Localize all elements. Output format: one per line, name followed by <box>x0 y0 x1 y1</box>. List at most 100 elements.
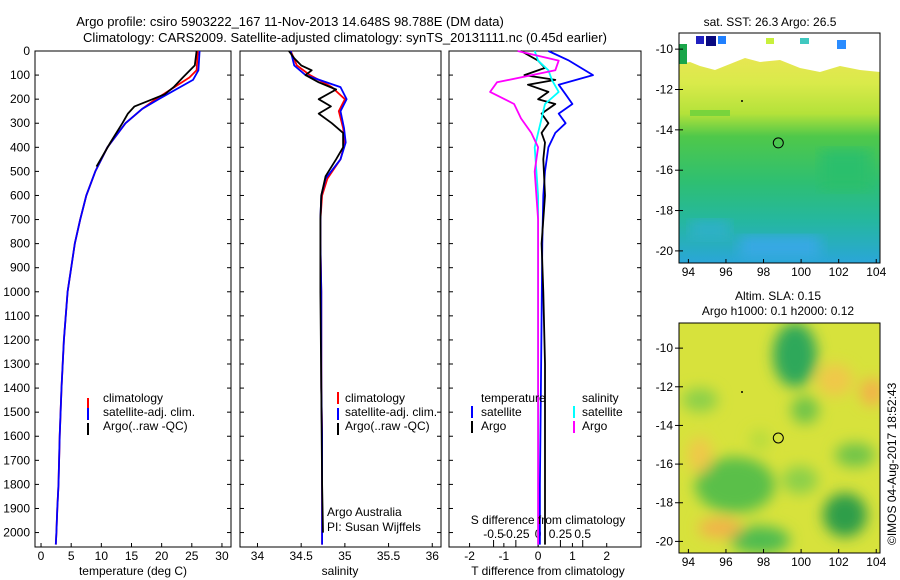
difference-panel: -2 -1 0 1 2-0.5-0.25 0 0.25 0.5 temperature sat… <box>448 50 642 578</box>
x-tick-label: 94 <box>682 265 696 279</box>
x-tick-label: 0 <box>38 549 45 563</box>
salinity-ticks: 34 34.5 35 35.5 36 <box>240 50 441 563</box>
temperature-ticks: 0100200300400500600700800900100011001200… <box>3 44 231 563</box>
legend-label-satellite: satellite-adj. clim. <box>103 405 195 419</box>
x-tick-label: 1 <box>569 549 576 563</box>
sla-map-image <box>679 323 880 553</box>
y-tick-label: -14 <box>656 123 674 137</box>
sla-map-ticks: 94 96 98 100 102 104 -10 -12 -14 -16 -18 -20 <box>656 341 887 569</box>
y-tick-label: 1500 <box>3 405 30 419</box>
x-tick-label: 104 <box>866 555 886 569</box>
x-tick-label: 34.5 <box>289 549 313 563</box>
y-tick-label: 100 <box>10 68 30 82</box>
sst-map-title: sat. SST: 26.3 Argo: 26.5 <box>704 15 837 29</box>
x-tick-label: 96 <box>719 555 733 569</box>
x-tick-label: 36 <box>426 549 440 563</box>
sla-map-title-1: Altim. SLA: 0.15 <box>735 289 821 303</box>
s-tick-label: 0.5 <box>574 527 591 541</box>
salinity-axes-frame <box>239 50 442 548</box>
y-tick-label: 600 <box>10 188 30 202</box>
x-tick-label: 98 <box>757 265 771 279</box>
y-tick-label: 400 <box>10 140 30 154</box>
difference-lines <box>489 50 594 545</box>
y-tick-label: 800 <box>10 237 30 251</box>
y-tick-label: -16 <box>656 457 674 471</box>
annotation-pi: PI: Susan Wijffels <box>327 520 421 534</box>
y-tick-label: 1900 <box>3 501 30 515</box>
imos-stamp: ©IMOS 04-Aug-2017 18:52:43 <box>885 382 899 545</box>
x-tick-label: 30 <box>215 549 229 563</box>
y-tick-label: 1000 <box>3 285 30 299</box>
sst-map-ticks: 94 96 98 100 102 104 -10 -12 -14 -16 -18 -20 <box>656 42 887 279</box>
y-tick-label: 200 <box>10 92 30 106</box>
difference-xlabel: T difference from climatology <box>471 564 625 578</box>
y-tick-label: 0 <box>23 44 30 58</box>
legend-title-salinity: salinity <box>582 391 619 405</box>
x-tick-label: 102 <box>829 265 849 279</box>
x-tick-label: 96 <box>719 265 733 279</box>
legend-label-argo: Argo(..raw -QC) <box>345 419 430 433</box>
annotation-argo-australia: Argo Australia <box>327 505 402 519</box>
argo-location-marker <box>772 432 784 444</box>
sla-map-title-2: Argo h1000: 0.1 h2000: 0.12 <box>702 304 854 318</box>
x-tick-label: 100 <box>791 265 811 279</box>
y-tick-label: 1100 <box>4 309 30 323</box>
y-tick-label: -12 <box>656 82 674 96</box>
x-tick-label: -2 <box>464 549 475 563</box>
salinity-legend: climatology satellite-adj. clim. Argo(..… <box>337 391 437 435</box>
y-tick-label: -16 <box>656 163 674 177</box>
header-line-1: Argo profile: csiro 5903222_167 11-Nov-2… <box>76 14 504 29</box>
header-line-2: Climatology: CARS2009. Satellite-adjuste… <box>83 30 607 45</box>
sla-map-panel: Altim. SLA: 0.15 Argo h1000: 0.1 h2000: … <box>656 289 887 569</box>
y-tick-label: -12 <box>656 380 674 394</box>
x-tick-label: 34 <box>251 549 265 563</box>
legend-title-temperature: temperature <box>481 391 546 405</box>
y-tick-label: 1700 <box>3 453 30 467</box>
legend-label-sal-satellite: satellite <box>582 405 623 419</box>
track-dot <box>741 100 743 102</box>
legend-label-sal-argo: Argo <box>582 419 608 433</box>
temperature-xlabel: temperature (deg C) <box>79 564 187 578</box>
x-tick-label: 15 <box>125 549 139 563</box>
sst-map-panel: sat. SST: 26.3 Argo: 26.5 <box>656 15 887 279</box>
series-line-satellite-adj-clim- <box>54 50 201 545</box>
y-tick-label: -14 <box>656 418 674 432</box>
argo-location-marker <box>772 137 784 149</box>
x-tick-label: 5 <box>68 549 75 563</box>
x-tick-label: 2 <box>603 549 610 563</box>
x-tick-label: 98 <box>757 555 771 569</box>
x-tick-label: 25 <box>185 549 199 563</box>
y-tick-label: -20 <box>656 534 674 548</box>
legend-label-argo: Argo(..raw -QC) <box>103 419 188 433</box>
y-tick-label: 500 <box>10 164 30 178</box>
series-line-temperature-satellite <box>539 50 594 545</box>
track-dot <box>741 391 743 393</box>
y-tick-label: 300 <box>10 116 30 130</box>
x-tick-label: 104 <box>866 265 886 279</box>
series-line-argo-raw-qc- <box>288 50 345 533</box>
salinity-xlabel: salinity <box>322 564 359 578</box>
temperature-legend: climatology satellite-adj. clim. Argo(..… <box>87 391 195 435</box>
temperature-lines <box>54 50 201 545</box>
s-tick-label: 0.25 <box>549 527 573 541</box>
y-tick-label: 1300 <box>3 357 30 371</box>
series-line-salinity-argo <box>489 50 560 545</box>
y-tick-label: 1800 <box>3 477 30 491</box>
x-tick-label: 20 <box>155 549 169 563</box>
x-tick-label: 102 <box>829 555 849 569</box>
y-tick-label: -10 <box>656 341 674 355</box>
y-tick-label: 1200 <box>3 333 30 347</box>
temperature-axes-frame <box>34 50 232 548</box>
x-tick-label: 100 <box>791 555 811 569</box>
sla-map-frame <box>678 322 881 554</box>
temperature-panel: 0100200300400500600700800900100011001200… <box>3 44 232 578</box>
y-tick-label: -18 <box>656 496 674 510</box>
x-tick-label: -1 <box>499 549 510 563</box>
y-tick-label: 1600 <box>3 429 30 443</box>
x-tick-label: 35 <box>338 549 352 563</box>
legend-label-climatology: climatology <box>103 391 163 405</box>
legend-label-temp-argo: Argo <box>481 419 507 433</box>
x-tick-label: 35.5 <box>377 549 401 563</box>
s-tick-label: -0.25 <box>502 527 530 541</box>
